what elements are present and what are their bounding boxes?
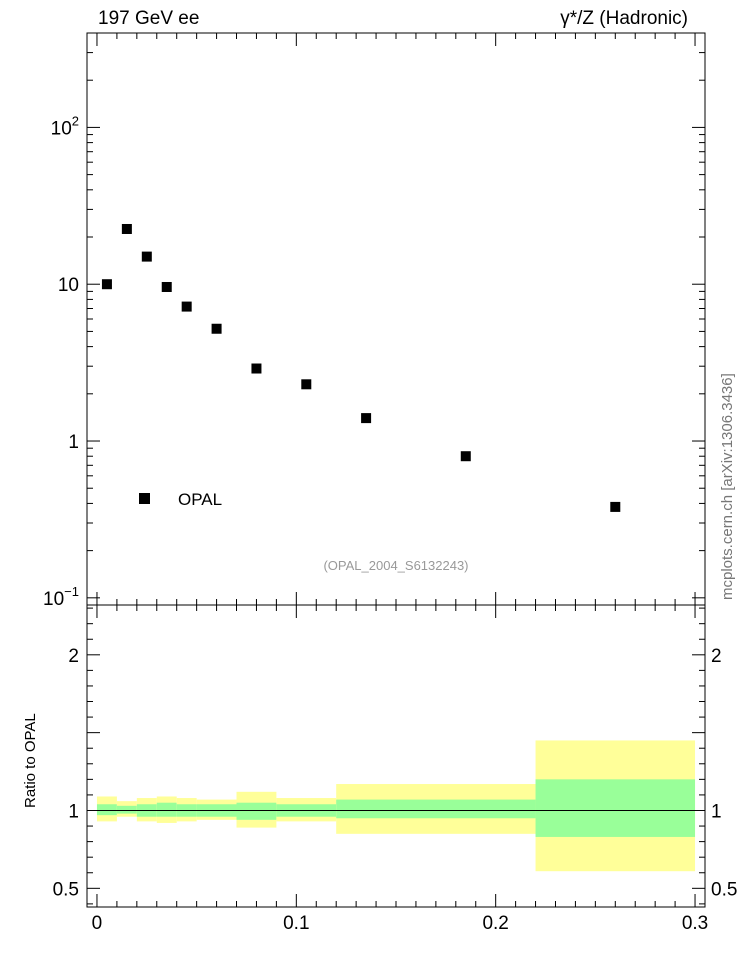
data-point bbox=[181, 301, 192, 312]
ratio-y-tick-label-left: 1 bbox=[68, 801, 79, 822]
ratio-y-tick-label-left: 2 bbox=[68, 646, 79, 667]
data-point bbox=[460, 451, 471, 462]
ratio-band-inner bbox=[535, 779, 696, 837]
data-point bbox=[141, 251, 152, 262]
ratio-band-inner bbox=[96, 804, 117, 816]
main-y-ticks bbox=[87, 32, 705, 599]
ratio-y-ticks bbox=[87, 607, 705, 905]
ratio-y-tick-label-left: 0.5 bbox=[53, 879, 79, 900]
data-point bbox=[610, 501, 621, 512]
x-axis-ticks bbox=[96, 33, 696, 907]
x-tick-label: 0.1 bbox=[283, 913, 309, 934]
ratio-band-inner bbox=[396, 799, 536, 819]
tick-labels: 10−1 1 10 102 0.5 0.5 1 1 2 2 0 0.1 0.2 0.3 bbox=[43, 113, 737, 934]
plot-title-right: γ*/Z (Hadronic) bbox=[560, 8, 688, 29]
main-y-tick-label: 10 bbox=[58, 275, 79, 296]
data-points bbox=[101, 223, 621, 512]
ratio-band-inner bbox=[116, 805, 137, 814]
data-point bbox=[121, 223, 132, 234]
data-point bbox=[101, 279, 112, 290]
ratio-bands bbox=[96, 740, 696, 872]
ratio-y-tick-label-right: 1 bbox=[711, 801, 722, 822]
data-point bbox=[251, 363, 262, 374]
legend-marker bbox=[139, 493, 150, 504]
analysis-id-label: (OPAL_2004_S6132243) bbox=[323, 558, 469, 573]
data-point bbox=[301, 379, 312, 390]
data-point bbox=[211, 323, 222, 334]
ratio-band-inner bbox=[156, 802, 177, 817]
ratio-band-inner bbox=[336, 799, 396, 819]
main-plot-frame bbox=[86, 32, 706, 606]
main-y-tick-label: 102 bbox=[51, 113, 79, 139]
legend-label: OPAL bbox=[178, 490, 223, 509]
x-tick-label: 0 bbox=[92, 913, 103, 934]
data-point bbox=[361, 413, 372, 424]
ratio-y-tick-label-right: 2 bbox=[711, 646, 722, 667]
ratio-band-inner bbox=[236, 802, 277, 820]
ratio-y-tick-label-right: 0.5 bbox=[711, 879, 737, 900]
source-label: mcplots.cern.ch [arXiv:1306.3436] bbox=[719, 373, 736, 600]
ratio-axis-label: Ratio to OPAL bbox=[22, 713, 39, 808]
x-tick-label: 0.3 bbox=[682, 913, 708, 934]
plot-title-left: 197 GeV ee bbox=[98, 8, 200, 29]
main-y-tick-label: 10−1 bbox=[43, 584, 79, 610]
main-y-tick-label: 1 bbox=[68, 432, 79, 453]
data-point bbox=[161, 281, 172, 292]
x-tick-label: 0.2 bbox=[482, 913, 508, 934]
